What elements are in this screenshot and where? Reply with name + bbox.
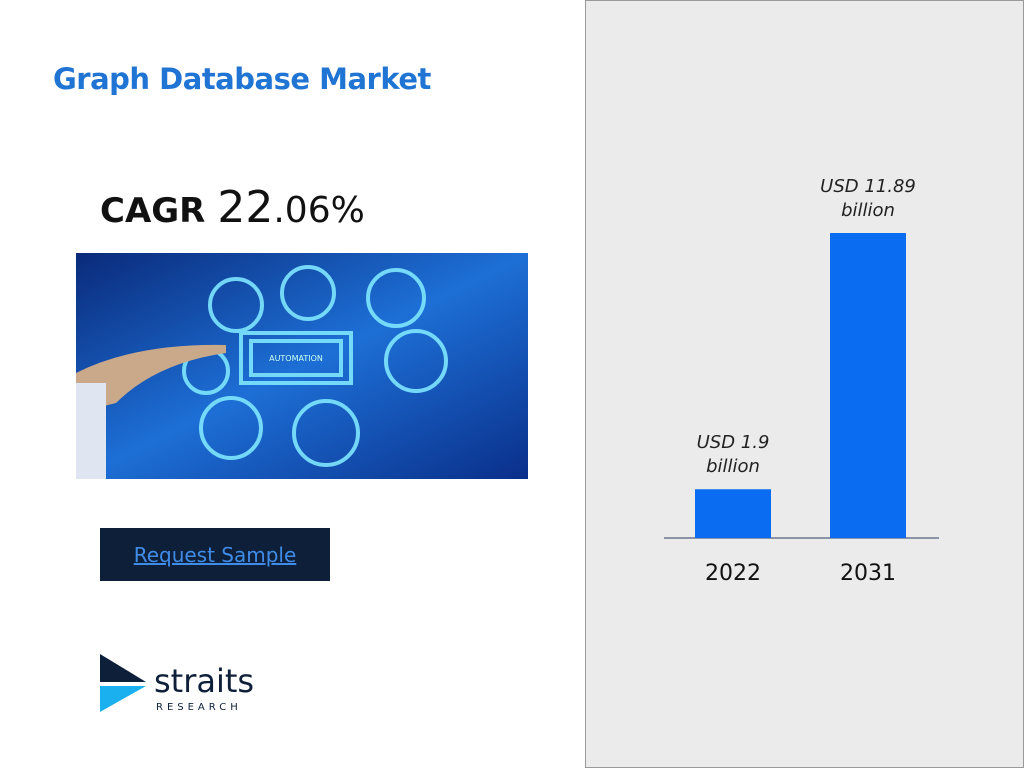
cagr-label: CAGR: [100, 191, 206, 231]
value-label: USD 1.9 billion: [696, 432, 770, 478]
automation-image: AUTOMATION: [76, 253, 528, 479]
x-tick-label: 2022: [705, 561, 761, 586]
logo-name: straits: [154, 662, 254, 700]
cagr: CAGR 22.06%: [100, 182, 365, 233]
value-label: USD 11.89 billion: [820, 176, 916, 221]
cagr-value: 22.06%: [217, 182, 365, 233]
chart: [664, 233, 939, 539]
logo: straits RESEARCH: [100, 654, 254, 713]
title: Graph Database Market: [53, 62, 431, 96]
bar: [695, 489, 771, 538]
bar: [830, 233, 906, 538]
logo-subtitle: RESEARCH: [156, 702, 242, 713]
request-sample-button[interactable]: Request Sample: [100, 528, 330, 581]
svg-text:AUTOMATION: AUTOMATION: [269, 354, 323, 363]
x-tick-label: 2031: [840, 561, 896, 586]
chart-panel: USD 1.9 billion 2022 USD 11.89 billion 2031: [585, 0, 1024, 768]
